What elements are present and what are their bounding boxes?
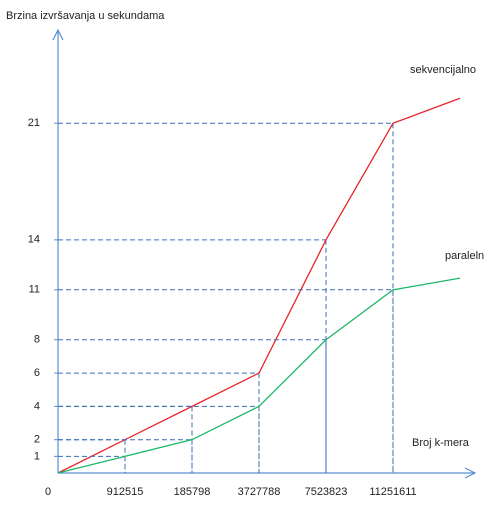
x-tick-label: 7523823	[305, 486, 348, 498]
x-tick-label: 185798	[174, 486, 211, 498]
y-tick-label: 6	[34, 367, 40, 379]
x-tick-label: 0	[45, 486, 51, 498]
y-tick-label: 2	[34, 434, 40, 446]
y-tick-label: 11	[29, 284, 40, 296]
y-tick-label: 21	[28, 117, 40, 129]
series-label: paralelno	[445, 250, 484, 262]
y-axis-title: Brzina izvršavanja u sekundama	[6, 10, 165, 22]
x-axis-title: Broj k-mera	[412, 437, 470, 449]
x-tick-label: 11251611	[369, 486, 416, 498]
x-tick-label: 3727788	[238, 486, 281, 498]
axes	[52, 28, 477, 479]
y-tick-label: 14	[28, 234, 40, 246]
y-tick-label: 1	[34, 450, 40, 462]
series-label: sekvencijalno	[410, 64, 476, 76]
series-line	[57, 277, 461, 474]
y-tick-label: 4	[34, 400, 40, 412]
y-tick-label: 8	[34, 334, 40, 346]
x-tick-label: 912515	[107, 486, 144, 498]
